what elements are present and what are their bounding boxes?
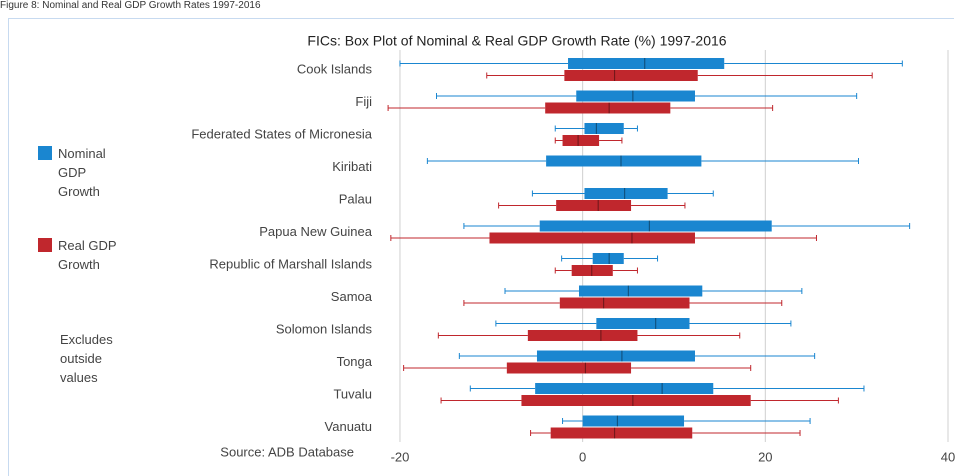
legend-swatch	[38, 146, 52, 160]
y-tick-label: Kiribati	[332, 159, 372, 174]
box	[521, 395, 751, 406]
y-tick-label: Republic of Marshall Islands	[209, 256, 372, 271]
box	[584, 123, 624, 134]
box	[545, 102, 671, 114]
box	[564, 70, 698, 81]
box	[527, 330, 638, 341]
box	[568, 58, 725, 69]
box	[576, 90, 695, 102]
box	[506, 362, 632, 374]
box	[596, 318, 690, 329]
box	[578, 285, 703, 297]
y-tick-label: Cook Islands	[297, 61, 373, 76]
y-tick-label: Palau	[339, 191, 372, 206]
legend-swatch	[38, 238, 52, 252]
box	[559, 297, 690, 309]
box	[539, 220, 772, 232]
box	[535, 383, 714, 394]
frame	[8, 18, 954, 476]
box	[562, 135, 600, 146]
box	[582, 415, 685, 427]
box	[584, 188, 668, 199]
y-tick-label: Tuvalu	[333, 386, 372, 401]
box	[536, 350, 695, 362]
legend-label: Nominal GDP Growth	[58, 146, 106, 199]
y-tick-label: Tonga	[337, 354, 373, 369]
y-tick-label: Fiji	[355, 94, 372, 109]
x-tick-label: -20	[391, 449, 410, 464]
x-tick-label: 20	[758, 449, 772, 464]
legend-label: Real GDP Growth	[58, 238, 117, 272]
box	[550, 427, 693, 439]
y-tick-label: Solomon Islands	[276, 321, 373, 336]
y-tick-label: Federated States of Micronesia	[191, 126, 372, 141]
box	[546, 155, 702, 167]
y-tick-label: Vanuatu	[325, 419, 372, 434]
figure-caption: Figure 8: Nominal and Real GDP Growth Ra…	[0, 0, 261, 11]
x-tick-label: 0	[579, 449, 586, 464]
y-tick-label: Papua New Guinea	[259, 224, 373, 239]
box	[556, 200, 632, 211]
y-tick-label: Samoa	[331, 289, 373, 304]
box	[592, 253, 624, 264]
box	[571, 265, 613, 276]
chart-title: FICs: Box Plot of Nominal & Real GDP Gro…	[307, 33, 726, 49]
note: Excludes outside values	[60, 332, 113, 385]
box	[489, 232, 695, 244]
x-tick-label: 40	[941, 449, 955, 464]
source: Source: ADB Database	[220, 444, 354, 459]
